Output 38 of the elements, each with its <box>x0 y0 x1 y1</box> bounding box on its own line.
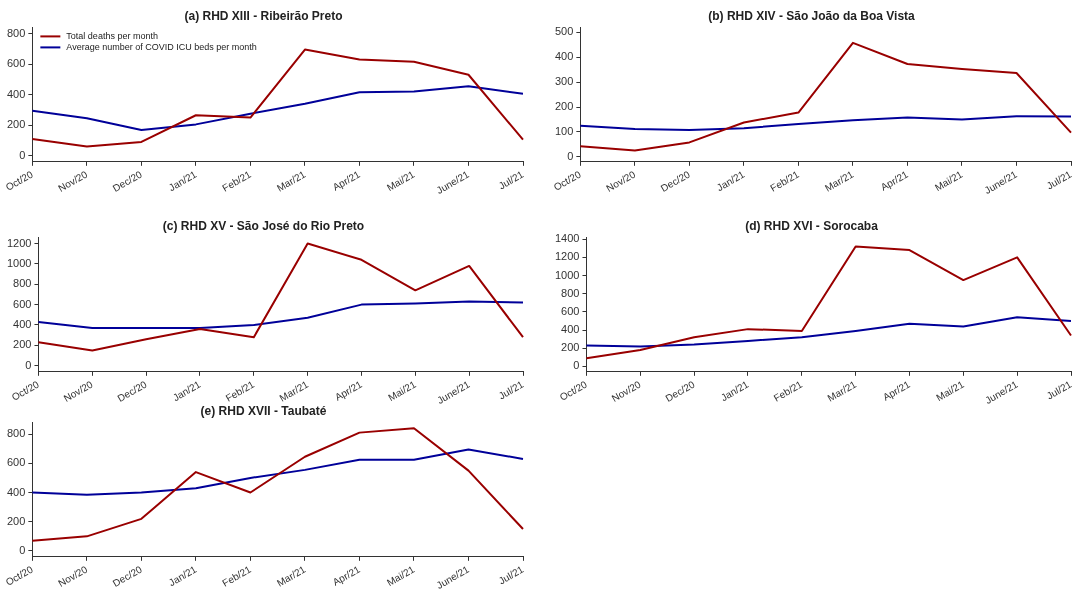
y-tick-label: 100 <box>554 124 574 137</box>
y-tick-label: 1200 <box>6 236 32 249</box>
y-tick-label: 800 <box>6 26 26 39</box>
y-tick-label: 200 <box>561 341 580 354</box>
y-tick-label: 1400 <box>554 232 580 245</box>
legend-label: Average number of COVID ICU beds per month <box>66 41 257 52</box>
y-tick-label: 400 <box>554 50 574 63</box>
y-tick-label: 1000 <box>6 256 32 269</box>
y-tick-label: 200 <box>554 100 574 113</box>
y-tick-label: 0 <box>567 149 574 162</box>
y-tick-label: 600 <box>6 57 26 70</box>
y-tick-label: 600 <box>561 304 580 317</box>
chart-title: (e) RHD XVII - Taubaté <box>200 403 327 418</box>
y-tick-label: 800 <box>13 277 32 290</box>
chart-title: (c) RHD XV - São José do Rio Preto <box>162 218 365 233</box>
y-tick-label: 800 <box>6 427 26 440</box>
y-tick-label: 400 <box>13 318 32 330</box>
y-tick-label: 800 <box>561 286 580 299</box>
chart-title: (a) RHD XIII - Ribeirão Preto <box>184 8 343 23</box>
y-tick-label: 500 <box>554 25 574 38</box>
legend-label: Total deaths per month <box>66 30 158 41</box>
y-tick-label: 600 <box>6 456 26 469</box>
y-tick-label: 0 <box>19 148 26 161</box>
y-tick-label: 200 <box>13 338 32 351</box>
chart-title: (d) RHD XVI - Sorocaba <box>745 218 879 233</box>
y-tick-label: 400 <box>561 323 580 336</box>
y-tick-label: 1200 <box>554 250 580 263</box>
y-tick-label: 0 <box>19 544 26 556</box>
y-tick-label: 600 <box>13 297 32 310</box>
y-tick-label: 1000 <box>554 268 580 281</box>
y-tick-label: 0 <box>25 358 32 371</box>
y-tick-label: 400 <box>6 87 26 100</box>
y-tick-label: 400 <box>6 485 26 498</box>
y-tick-label: 0 <box>573 359 580 372</box>
y-tick-label: 200 <box>6 118 26 131</box>
y-tick-label: 300 <box>554 75 574 88</box>
chart-title: (b) RHD XIV - São João da Boa Vista <box>708 8 916 23</box>
y-tick-label: 200 <box>6 514 26 527</box>
